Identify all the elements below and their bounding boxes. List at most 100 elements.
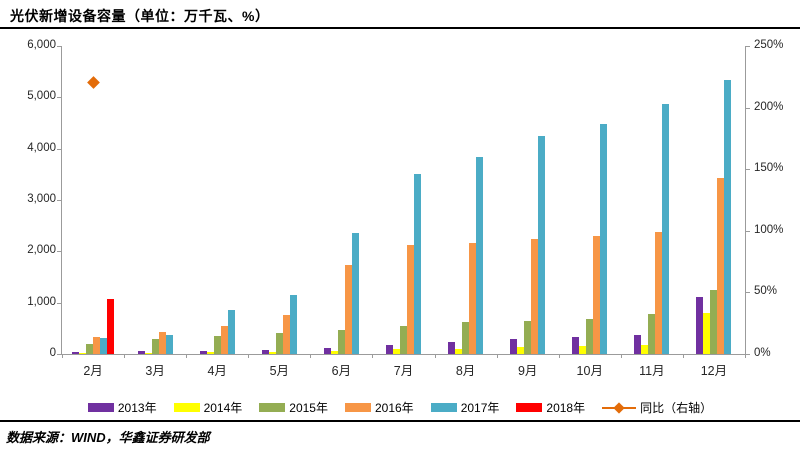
legend-label: 2015年 [289,401,328,415]
left-axis-tick [57,251,62,253]
legend-swatch-icon [87,403,114,412]
legend-label: 2013年 [117,401,157,415]
x-axis-category-label: 8月 [455,364,476,378]
legend-label: 同比（右轴） [640,401,713,415]
bar-2017年-11月 [662,104,670,354]
x-axis-tick [496,354,498,358]
legend-swatch-icon [173,403,200,412]
bar-2014年-8月 [455,348,463,354]
bar-2014年-12月 [703,312,711,354]
x-axis-category-label: 9月 [517,364,538,378]
x-axis-tick [310,354,312,358]
x-axis-tick [745,354,746,358]
legend-item-2015年: 2015年 [259,399,328,416]
x-axis-tick [620,354,622,358]
legend-swatch-icon [516,403,543,412]
bar-2015年-6月 [337,329,345,354]
bar-2014年-9月 [517,346,525,354]
bar-2014年-2月 [79,352,87,354]
legend-label: 2018年 [546,401,586,415]
x-axis-tick [372,354,374,358]
legend-item-2014年: 2014年 [173,399,242,416]
bar-2015年-2月 [86,344,94,354]
bar-2013年-8月 [448,342,456,354]
bar-2013年-2月 [72,351,80,354]
right-axis-tick-label: 150% [754,162,784,175]
title-divider [0,27,800,29]
x-axis-category-label: 11月 [639,364,665,378]
bar-2017年-3月 [165,334,173,354]
x-axis-tick [248,354,250,358]
bar-2013年-6月 [323,348,331,354]
bar-2016年-10月 [593,236,601,354]
right-axis-tick [745,292,750,294]
left-axis-tick [57,148,62,150]
bar-2016年-11月 [655,231,663,354]
bar-2013年-3月 [137,351,145,354]
bar-2015年-9月 [524,320,532,354]
right-axis-tick-label: 0% [754,347,771,359]
legend-item-2018年: 2018年 [516,399,585,416]
bar-2013年-10月 [572,337,580,354]
bar-2015年-12月 [710,289,718,354]
bar-2015年-4月 [213,336,221,354]
right-axis-tick [745,230,750,232]
bar-2016年-9月 [531,239,539,354]
x-axis-category-label: 5月 [269,364,290,378]
footer-divider [0,420,800,422]
bar-2013年-7月 [386,345,393,354]
bar-2013年-9月 [510,339,518,354]
bar-2017年-7月 [414,173,421,354]
right-axis-tick-label: 250% [754,39,784,51]
left-axis-tick-label: 1,000 [27,295,56,308]
x-axis-tick [558,354,560,358]
bar-2013年-4月 [199,350,207,354]
legend-label: 2017年 [460,401,500,415]
bar-2018年-2月 [107,298,115,354]
bar-2014年-4月 [206,352,214,354]
x-axis-category-label: 3月 [145,364,165,378]
bar-2016年-12月 [717,177,725,354]
bar-2014年-7月 [393,349,400,354]
legend-item-2016年: 2016年 [344,399,414,416]
x-axis-tick [682,354,684,358]
bar-2015年-3月 [151,338,159,354]
bar-2016年-8月 [469,243,477,354]
bar-2017年-4月 [227,309,235,354]
bar-2013年-12月 [696,297,704,354]
bar-2016年-3月 [158,331,166,354]
bar-2016年-4月 [220,325,228,354]
bar-2013年-5月 [261,349,269,354]
chart-title: 光伏新增设备容量（单位：万千瓦、%） [10,8,270,24]
x-axis-line [61,354,746,355]
left-axis-tick-label: 5,000 [27,90,56,103]
bar-2017年-10月 [600,123,608,354]
bar-2014年-10月 [579,345,587,354]
bar-2014年-5月 [268,352,276,354]
bar-2017年-12月 [724,79,732,354]
x-axis-category-label: 10月 [576,364,603,378]
legend-swatch-icon [259,403,286,412]
legend-label: 2016年 [374,401,414,415]
left-axis-tick-label: 6,000 [27,39,56,51]
bar-2015年-10月 [586,318,594,354]
right-axis-tick [745,169,750,171]
plot-area [62,46,745,354]
bar-2016年-5月 [282,314,290,354]
yoy-marker-2月 [86,76,100,90]
left-axis-tick-label: 2,000 [27,244,56,257]
left-axis-tick [57,97,62,99]
x-axis-tick [62,354,63,358]
bar-2015年-11月 [648,313,656,354]
yoy-line-diamond-icon [602,401,637,414]
left-axis-tick [57,354,62,355]
bar-2014年-3月 [144,352,152,354]
legend-item-2013年: 2013年 [87,399,157,416]
right-axis-tick-label: 50% [754,285,778,298]
right-axis-tick [745,354,750,355]
legend-swatch-icon [430,403,457,412]
legend: 2013年 2014年 2015年 2016年 2017年 2018年 同比（右轴） [0,399,800,416]
right-axis-tick-label: 100% [754,223,784,236]
right-axis-tick-label: 200% [754,100,784,113]
